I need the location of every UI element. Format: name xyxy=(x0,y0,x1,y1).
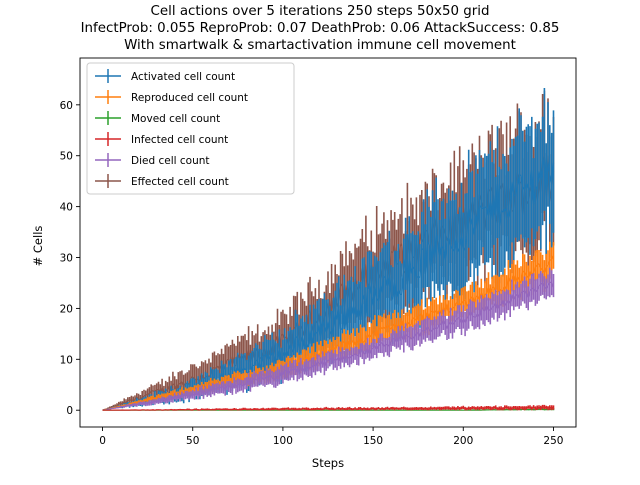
chart-title-line-2: InfectProb: 0.055 ReproProb: 0.07 DeathP… xyxy=(81,21,560,36)
x-tick-label: 50 xyxy=(186,435,199,447)
y-tick-label: 0 xyxy=(66,405,73,417)
legend-box xyxy=(86,62,295,195)
legend-label: Died cell count xyxy=(131,155,210,167)
x-tick-label: 250 xyxy=(543,435,563,447)
legend-label: Reproduced cell count xyxy=(131,92,248,104)
legend-label: Infected cell count xyxy=(131,134,228,146)
legend-item: Died cell count xyxy=(95,153,210,167)
y-tick-label: 40 xyxy=(60,202,73,214)
legend-item: Activated cell count xyxy=(95,69,235,83)
chart-title-line-3: With smartwalk & smartactivation immune … xyxy=(124,38,516,53)
x-axis-label: Steps xyxy=(312,456,344,470)
y-tick-label: 50 xyxy=(60,151,73,163)
series-infected-cell-count xyxy=(102,404,555,411)
legend-label: Moved cell count xyxy=(131,113,220,125)
plot-area xyxy=(102,88,555,411)
series-line xyxy=(102,406,554,411)
x-tick-label: 150 xyxy=(363,435,383,447)
y-tick-label: 20 xyxy=(60,303,73,315)
x-tick-label: 100 xyxy=(273,435,293,447)
chart-title-line-1: Cell actions over 5 iterations 250 steps… xyxy=(151,4,490,19)
x-tick-label: 200 xyxy=(453,435,473,447)
legend-label: Activated cell count xyxy=(131,71,235,83)
y-tick-label: 30 xyxy=(60,253,73,265)
legend-item: Moved cell count xyxy=(95,111,220,125)
legend-label: Effected cell count xyxy=(131,176,229,188)
legend-item: Infected cell count xyxy=(95,132,228,146)
legend: Activated cell count Reproduced cell coun… xyxy=(86,62,295,195)
plot-frame xyxy=(79,57,577,428)
y-axis-label: # Cells xyxy=(31,226,45,267)
y-tick-label: 60 xyxy=(60,100,73,112)
legend-item: Reproduced cell count xyxy=(95,90,248,104)
x-tick-label: 0 xyxy=(99,435,106,447)
legend-item: Effected cell count xyxy=(95,174,229,188)
series-line xyxy=(102,281,555,411)
y-tick-label: 10 xyxy=(60,354,73,366)
